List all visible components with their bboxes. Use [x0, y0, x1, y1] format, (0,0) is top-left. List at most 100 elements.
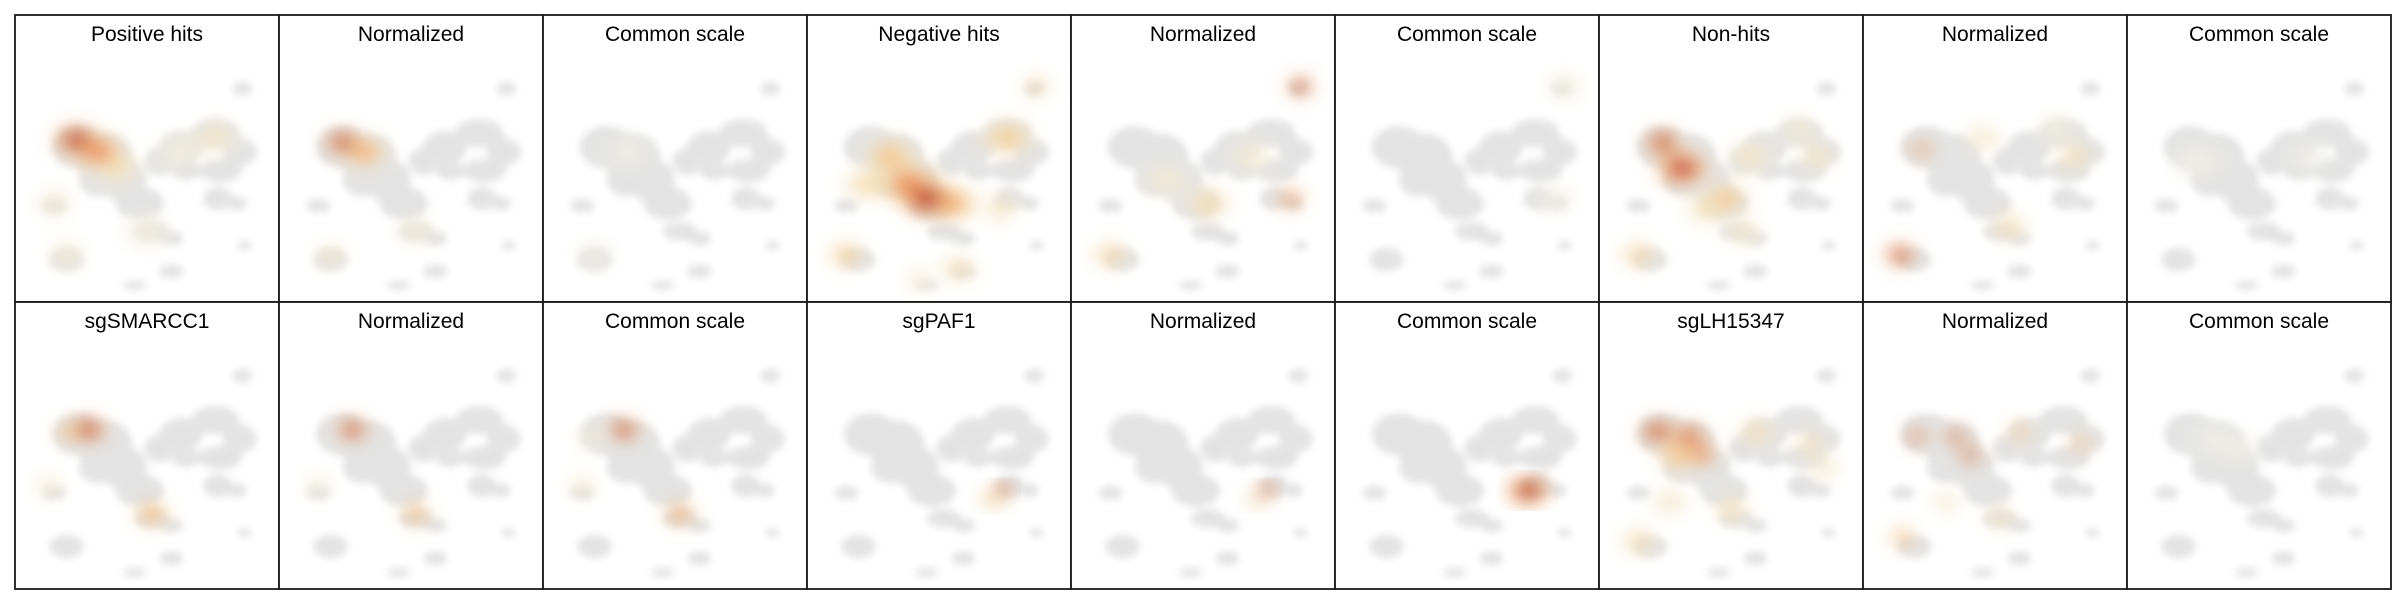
density-hotspot	[1815, 461, 1833, 473]
density-hotspot	[44, 196, 65, 211]
panel-title: Common scale	[2189, 23, 2329, 46]
density-hotspot	[1293, 81, 1308, 92]
panel-title: Common scale	[605, 23, 745, 46]
density-hotspot	[1249, 494, 1265, 505]
panel-r2-c5: Normalized	[1070, 301, 1336, 590]
density-layer	[576, 137, 649, 267]
density-hotspot	[1239, 148, 1265, 166]
density-layer	[1092, 77, 1314, 267]
panel-r1-c9: Common scale	[2126, 14, 2392, 303]
density-hotspot	[166, 143, 191, 161]
density-layer	[1506, 475, 1550, 506]
panel-title: Normalized	[1150, 23, 1256, 46]
density-hotspot	[836, 248, 857, 262]
density-layer	[1889, 423, 2092, 546]
density-layer	[1884, 116, 2091, 266]
panel-r2-c6: Common scale	[1334, 301, 1600, 590]
density-hotspot	[1628, 535, 1649, 549]
density-hotspot	[1738, 148, 1763, 166]
panel-r2-c9: Common scale	[2126, 301, 2392, 590]
density-hotspot	[64, 131, 89, 149]
panel-title: Positive hits	[91, 23, 203, 46]
panel-r1-c2: Normalized	[278, 14, 544, 303]
density-hotspot	[584, 248, 605, 262]
density-hotspot	[352, 143, 377, 161]
density-hotspot	[574, 480, 590, 491]
density-hotspot	[1652, 135, 1673, 150]
density-hotspot	[1949, 432, 1963, 441]
density-hotspot	[1800, 437, 1818, 450]
density-hotspot	[984, 493, 1002, 506]
panel-title: Common scale	[2189, 310, 2329, 333]
panel-title: Normalized	[358, 310, 464, 333]
density-hotspot	[1665, 446, 1690, 464]
density-hotspot	[1894, 532, 1910, 543]
panel-r2-c2: Normalized	[278, 301, 544, 590]
density-hotspot	[1648, 425, 1668, 439]
density-hotspot	[912, 275, 927, 286]
panel-title: Normalized	[1942, 310, 2048, 333]
density-hotspot	[1915, 145, 1928, 154]
panel-title: sgSMARCC1	[85, 310, 210, 333]
density-hotspot	[990, 201, 1010, 215]
density-hotspot	[853, 176, 878, 194]
density-hotspot	[582, 433, 597, 445]
density-hotspot	[1628, 248, 1649, 262]
density-hotspot	[1667, 158, 1697, 179]
panel-title: Non-hits	[1692, 23, 1770, 46]
density-hotspot	[2012, 426, 2027, 438]
density-hotspot	[2063, 149, 2083, 164]
density-hotspot	[1679, 429, 1700, 444]
density-layer	[2171, 141, 2330, 179]
density-hotspot	[1154, 171, 1179, 189]
density-hotspot	[1891, 248, 1909, 261]
density-layer	[1620, 420, 1840, 554]
panel-title: Normalized	[1150, 310, 1256, 333]
density-hotspot	[1554, 79, 1575, 94]
density-hotspot	[2183, 151, 2213, 172]
density-layer	[317, 130, 434, 264]
density-hotspot	[56, 248, 77, 262]
density-layer	[2188, 424, 2257, 463]
density-hotspot	[1733, 224, 1753, 239]
density-hotspot	[615, 423, 633, 436]
density-hotspot	[996, 486, 1009, 495]
density-hotspot	[1938, 496, 1954, 508]
density-hotspot	[1100, 248, 1121, 262]
density-hotspot	[323, 249, 338, 261]
panel-r1-c4: Negative hits	[806, 14, 1072, 303]
density-hotspot	[875, 146, 905, 167]
panel-r1-c8: Normalized	[1862, 14, 2128, 303]
embedding-background	[1890, 81, 2105, 290]
density-hotspot	[2046, 121, 2066, 136]
density-hotspot	[1260, 486, 1273, 495]
density-layer	[36, 123, 238, 267]
panel-title: Common scale	[1397, 310, 1537, 333]
density-layer	[1620, 116, 1834, 267]
density-layer	[305, 419, 432, 525]
density-hotspot	[2222, 439, 2247, 457]
panel-r1-c6: Common scale	[1334, 14, 1600, 303]
density-hotspot	[142, 506, 162, 521]
density-hotspot	[1992, 513, 2008, 524]
density-hotspot	[407, 507, 425, 520]
density-hotspot	[948, 262, 969, 276]
density-layer	[1537, 74, 1583, 211]
density-hotspot	[406, 224, 426, 239]
density-hotspot	[1029, 81, 1044, 92]
panel-title: Common scale	[1397, 23, 1537, 46]
panel-title: Normalized	[358, 23, 464, 46]
panel-title: Negative hits	[878, 23, 999, 46]
density-layer	[36, 417, 170, 526]
panel-r1-c5: Normalized	[1070, 14, 1336, 303]
embedding-background	[1098, 368, 1313, 577]
density-hotspot	[1806, 149, 1827, 164]
density-hotspot	[2295, 148, 2320, 166]
embedding-background	[1362, 81, 1577, 290]
density-hotspot	[614, 143, 639, 161]
density-hotspot	[1973, 131, 1993, 145]
density-layer	[1243, 483, 1278, 509]
panel-r2-c7: sgLH15347	[1598, 301, 1864, 590]
panels-layer: Positive hits Normalized Common scale Negat…	[14, 14, 2392, 590]
